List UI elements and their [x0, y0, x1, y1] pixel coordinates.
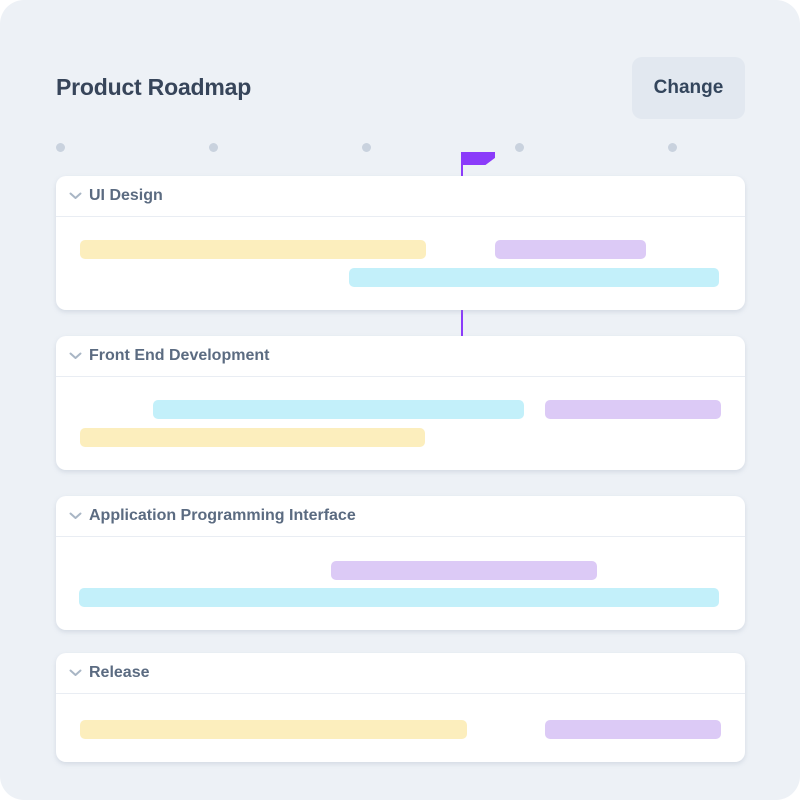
task-bar-yellow[interactable] [80, 720, 467, 739]
task-bar-lavender[interactable] [331, 561, 597, 580]
section-card: Release [56, 653, 745, 762]
timeline-dot [208, 142, 218, 152]
section-header: Front End Development [56, 336, 745, 377]
chevron-down-icon[interactable] [64, 345, 86, 367]
task-bar-lavender[interactable] [495, 240, 646, 259]
section-card: Application Programming Interface [56, 496, 745, 630]
section-label: Release [89, 664, 150, 681]
section-header: UI Design [56, 176, 745, 217]
timeline-dot [55, 142, 65, 152]
timeline-dot [361, 142, 371, 152]
timeline-dot [667, 142, 677, 152]
section-label: Application Programming Interface [89, 507, 356, 524]
section-card: UI Design [56, 176, 745, 310]
task-bar-cyan[interactable] [79, 588, 719, 607]
task-bar-yellow[interactable] [80, 240, 426, 259]
section-card: Front End Development [56, 336, 745, 470]
section-header: Release [56, 653, 745, 694]
section-header: Application Programming Interface [56, 496, 745, 537]
chevron-down-icon[interactable] [64, 185, 86, 207]
chevron-down-icon[interactable] [64, 505, 86, 527]
chevron-down-icon[interactable] [64, 662, 86, 684]
change-button[interactable]: Change [632, 57, 745, 119]
task-bar-cyan[interactable] [349, 268, 719, 287]
timeline-dot [514, 142, 524, 152]
task-bar-lavender[interactable] [545, 720, 721, 739]
section-label: UI Design [89, 187, 163, 204]
task-bar-yellow[interactable] [80, 428, 425, 447]
flag-marker-icon[interactable] [461, 152, 495, 165]
page-title: Product Roadmap [56, 74, 252, 100]
section-label: Front End Development [89, 347, 270, 364]
task-bar-lavender[interactable] [545, 400, 721, 419]
timeline [0, 0, 800, 170]
task-bar-cyan[interactable] [153, 400, 524, 419]
